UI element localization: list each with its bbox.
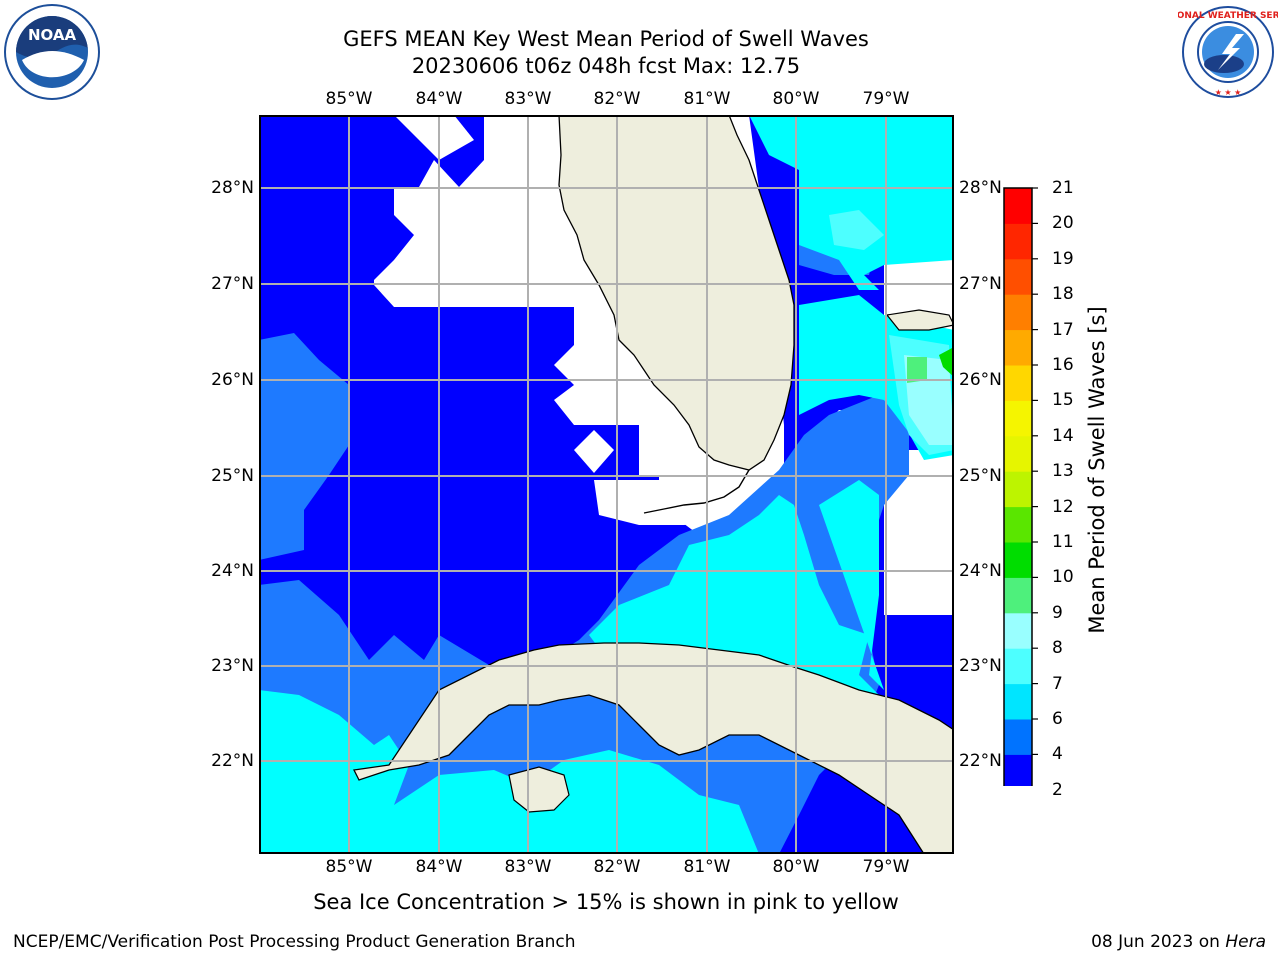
lat-label-left: 22°N [211, 751, 254, 771]
colorbar-segment [1004, 400, 1032, 437]
swell-band-4-6-east [819, 480, 884, 690]
nws-logo: NATIONAL WEATHER SERVICE ★ ★ ★ [1178, 6, 1278, 98]
colorbar-segment [1004, 223, 1032, 260]
lat-label-right: 28°N [959, 178, 1002, 198]
footer-date-text: 08 Jun 2023 on [1091, 932, 1220, 952]
colorbar-segment [1004, 188, 1032, 224]
lat-label-left: 28°N [211, 178, 254, 198]
colorbar [1003, 187, 1038, 786]
lon-label-bottom: 83°W [504, 857, 552, 877]
lat-label-left: 23°N [211, 656, 254, 676]
colorbar-tick-label: 8 [1052, 638, 1063, 659]
colorbar-tick-label: 19 [1052, 248, 1074, 269]
swell-band-6-7 [829, 210, 884, 250]
colorbar-tick-label: 12 [1052, 496, 1074, 517]
footer-credit: NCEP/EMC/Verification Post Processing Pr… [13, 932, 576, 952]
lat-label-left: 25°N [211, 466, 254, 486]
colorbar-segment [1004, 294, 1032, 331]
colorbar-segment [1004, 471, 1032, 508]
swell-band-9-10 [939, 347, 954, 377]
colorbar-tick-label: 2 [1052, 779, 1063, 800]
sea-ice-note: Sea Ice Concentration > 15% is shown in … [313, 890, 899, 914]
noaa-logo-text: NOAA [28, 26, 77, 44]
lon-label-bottom: 85°W [325, 857, 373, 877]
footer-date: 08 Jun 2023 on Hera [1091, 932, 1266, 952]
colorbar-segment [1004, 542, 1032, 578]
colorbar-tick-label: 16 [1052, 355, 1074, 375]
lat-label-left: 24°N [211, 561, 254, 581]
colorbar-tick-label: 7 [1052, 673, 1063, 694]
lon-label-bottom: 84°W [415, 857, 463, 877]
graticule [259, 115, 954, 854]
land-andros [885, 309, 954, 331]
colorbar-tick-label: 11 [1052, 532, 1074, 552]
nodata-shoal-west [574, 430, 614, 473]
colorbar-frame [1003, 187, 1033, 786]
colorbar-tick-label: 20 [1052, 213, 1074, 234]
map-frame [259, 115, 954, 854]
map-subtitle-forecast: 20230606 t06z 048h fcst Max: 12.75 [411, 54, 801, 78]
lat-label-right: 25°N [959, 466, 1002, 486]
colorbar-segment [1004, 612, 1032, 649]
map-title: GEFS MEAN Key West Mean Period of Swell … [343, 27, 869, 51]
lat-label-right: 23°N [959, 656, 1002, 676]
colorbar-segment [1004, 683, 1032, 720]
lon-label-top: 80°W [772, 89, 820, 109]
lat-label-left: 26°N [211, 370, 254, 390]
lon-label-bottom: 82°W [593, 857, 641, 877]
lon-label-top: 83°W [504, 89, 552, 109]
lat-label-right: 24°N [959, 561, 1002, 581]
nws-logo-text: NATIONAL WEATHER SERVICE [1178, 11, 1278, 21]
colorbar-tick-label: 6 [1052, 709, 1063, 729]
nodata-keys [594, 480, 759, 525]
lon-label-top: 84°W [415, 89, 463, 109]
colorbar-tick-label: 15 [1052, 390, 1074, 411]
lat-label-right: 22°N [959, 751, 1002, 771]
colorbar-segment [1004, 506, 1032, 543]
colorbar-tick-label: 9 [1052, 602, 1063, 623]
florida-keys [643, 469, 750, 514]
swell-band-4-6-sw [259, 690, 759, 854]
colorbar-tick-label: 13 [1052, 461, 1074, 482]
colorbar-segment [1004, 365, 1032, 401]
colorbar-tick-label: 18 [1052, 284, 1074, 305]
lon-label-top: 79°W [862, 89, 910, 109]
lon-label-top: 85°W [325, 89, 373, 109]
lat-label-left: 27°N [211, 274, 254, 294]
map-area [259, 115, 954, 854]
land-isla-juventud [508, 766, 570, 813]
colorbar-segment [1004, 329, 1032, 366]
colorbar-tick-label: 14 [1052, 425, 1074, 446]
colorbar-tick-label: 10 [1052, 567, 1074, 588]
colorbar-segment [1004, 258, 1032, 295]
colorbar-tick-label: 4 [1052, 744, 1063, 765]
colorbar-segment [1004, 719, 1032, 755]
lon-label-top: 81°W [683, 89, 731, 109]
lat-label-right: 26°N [959, 370, 1002, 390]
nodata-bahamas-east [884, 450, 954, 615]
colorbar-segment [1004, 648, 1032, 685]
svg-text:★ ★ ★: ★ ★ ★ [1215, 88, 1242, 97]
noaa-logo: NOAA [4, 4, 100, 100]
colorbar-tick-label: 17 [1052, 319, 1074, 340]
footer-host: Hera [1225, 932, 1266, 952]
swell-band-2-4-west [259, 333, 349, 560]
swell-band-8-9 [907, 357, 927, 383]
land-cuba [353, 642, 954, 854]
colorbar-segment [1004, 577, 1032, 614]
colorbar-segment [1004, 754, 1032, 786]
lon-label-bottom: 80°W [772, 857, 820, 877]
colorbar-tick-label: 21 [1052, 178, 1074, 198]
colorbar-label: Mean Period of Swell Waves [s] [1085, 306, 1109, 634]
colorbar-segment [1004, 435, 1032, 472]
swell-band-4-6-atlantic [749, 115, 954, 290]
lon-label-bottom: 79°W [862, 857, 910, 877]
lon-label-top: 82°W [593, 89, 641, 109]
lon-label-bottom: 81°W [683, 857, 731, 877]
lat-label-right: 27°N [959, 274, 1002, 294]
nodata-shelf-upper [394, 115, 474, 160]
